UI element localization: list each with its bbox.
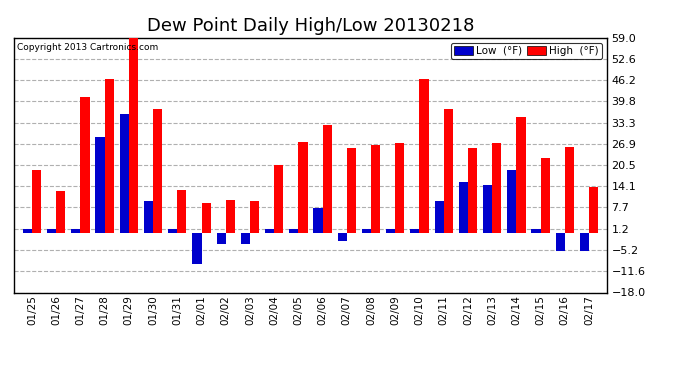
- Bar: [516, 117, 526, 233]
- Title: Dew Point Daily High/Low 20130218: Dew Point Daily High/Low 20130218: [147, 16, 474, 34]
- Bar: [47, 229, 56, 233]
- Bar: [337, 233, 347, 241]
- Bar: [580, 233, 589, 251]
- Bar: [492, 144, 502, 233]
- Bar: [531, 229, 540, 233]
- Bar: [347, 148, 356, 233]
- Bar: [274, 165, 284, 233]
- Bar: [313, 208, 323, 233]
- Bar: [468, 148, 477, 233]
- Bar: [71, 229, 81, 233]
- Bar: [265, 229, 274, 233]
- Bar: [95, 137, 105, 233]
- Bar: [226, 200, 235, 233]
- Bar: [241, 233, 250, 244]
- Bar: [32, 170, 41, 233]
- Text: Copyright 2013 Cartronics.com: Copyright 2013 Cartronics.com: [17, 43, 158, 52]
- Bar: [411, 229, 420, 233]
- Bar: [289, 229, 298, 233]
- Bar: [483, 185, 492, 233]
- Legend: Low  (°F), High  (°F): Low (°F), High (°F): [451, 43, 602, 59]
- Bar: [168, 229, 177, 233]
- Bar: [105, 79, 114, 233]
- Bar: [201, 203, 210, 233]
- Bar: [435, 201, 444, 233]
- Bar: [371, 145, 380, 233]
- Bar: [298, 142, 308, 233]
- Bar: [362, 229, 371, 233]
- Bar: [193, 233, 201, 264]
- Bar: [250, 201, 259, 233]
- Bar: [144, 201, 153, 233]
- Bar: [386, 229, 395, 233]
- Bar: [129, 36, 138, 233]
- Bar: [217, 233, 226, 244]
- Bar: [153, 109, 162, 233]
- Bar: [119, 114, 129, 233]
- Bar: [177, 190, 186, 233]
- Bar: [420, 79, 428, 233]
- Bar: [56, 192, 66, 233]
- Bar: [459, 182, 468, 233]
- Bar: [540, 158, 550, 233]
- Bar: [444, 109, 453, 233]
- Bar: [23, 229, 32, 233]
- Bar: [589, 186, 598, 233]
- Bar: [565, 147, 574, 233]
- Bar: [555, 233, 565, 251]
- Bar: [507, 170, 516, 233]
- Bar: [81, 97, 90, 233]
- Bar: [395, 144, 404, 233]
- Bar: [323, 125, 332, 233]
